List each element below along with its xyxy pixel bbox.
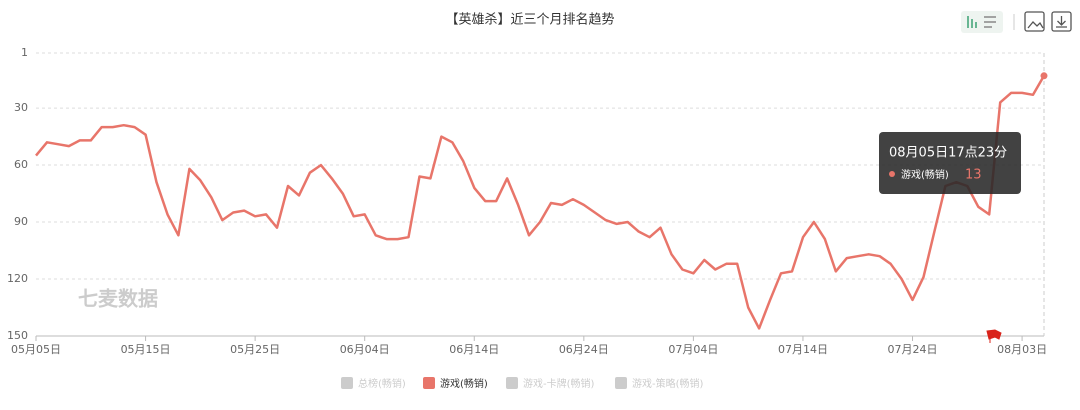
legend-label: 游戏-策略(畅销)	[632, 377, 704, 390]
x-tick-label: 06月14日	[449, 343, 499, 356]
legend-label: 游戏(畅销)	[440, 377, 488, 390]
download-icon[interactable]	[1051, 11, 1072, 32]
watermark: 七麦数据	[78, 287, 158, 311]
x-tick-label: 05月25日	[230, 343, 280, 356]
y-tick-label: 90	[14, 215, 28, 228]
x-tick-label: 05月15日	[121, 343, 171, 356]
y-tick-label: 1	[21, 46, 28, 59]
toolbar[interactable]	[961, 11, 1072, 33]
x-tick-label: 06月04日	[340, 343, 390, 356]
legend-swatch	[423, 377, 435, 389]
bar-icon[interactable]	[967, 16, 977, 28]
series-line	[35, 75, 1046, 330]
legend-label: 总榜(畅销)	[358, 377, 406, 390]
tooltip-box	[879, 132, 1021, 194]
tooltip-series: 游戏(畅销)	[901, 168, 949, 181]
x-tick-label: 07月14日	[778, 343, 828, 356]
list-icon[interactable]	[984, 16, 996, 28]
legend-swatch	[506, 377, 518, 389]
y-tick-label: 60	[14, 158, 28, 171]
legend-label: 游戏-卡牌(畅销)	[523, 377, 595, 390]
image-glyph	[1027, 21, 1044, 29]
tooltip-value: 13	[965, 168, 982, 183]
flag-icon	[986, 329, 1002, 343]
legend-swatch	[615, 377, 627, 389]
tooltip-dot	[889, 171, 895, 177]
download-arrow	[1056, 16, 1067, 28]
hover-point	[1040, 72, 1048, 80]
y-tick-label: 30	[14, 101, 28, 114]
x-tick-label: 05月05日	[11, 343, 61, 356]
y-tick-label: 150	[7, 329, 28, 342]
image-icon[interactable]	[1024, 11, 1045, 32]
x-tick-label: 07月24日	[888, 343, 938, 356]
legend-swatch	[341, 377, 353, 389]
x-tick-label: 06月24日	[559, 343, 609, 356]
chart-title: 【英雄杀】近三个月排名趋势	[445, 12, 614, 28]
y-tick-label: 120	[7, 272, 28, 285]
x-tick-label: 08月03日	[997, 343, 1047, 356]
tooltip-title: 08月05日17点23分	[889, 146, 1007, 161]
x-tick-label: 07月04日	[668, 343, 718, 356]
